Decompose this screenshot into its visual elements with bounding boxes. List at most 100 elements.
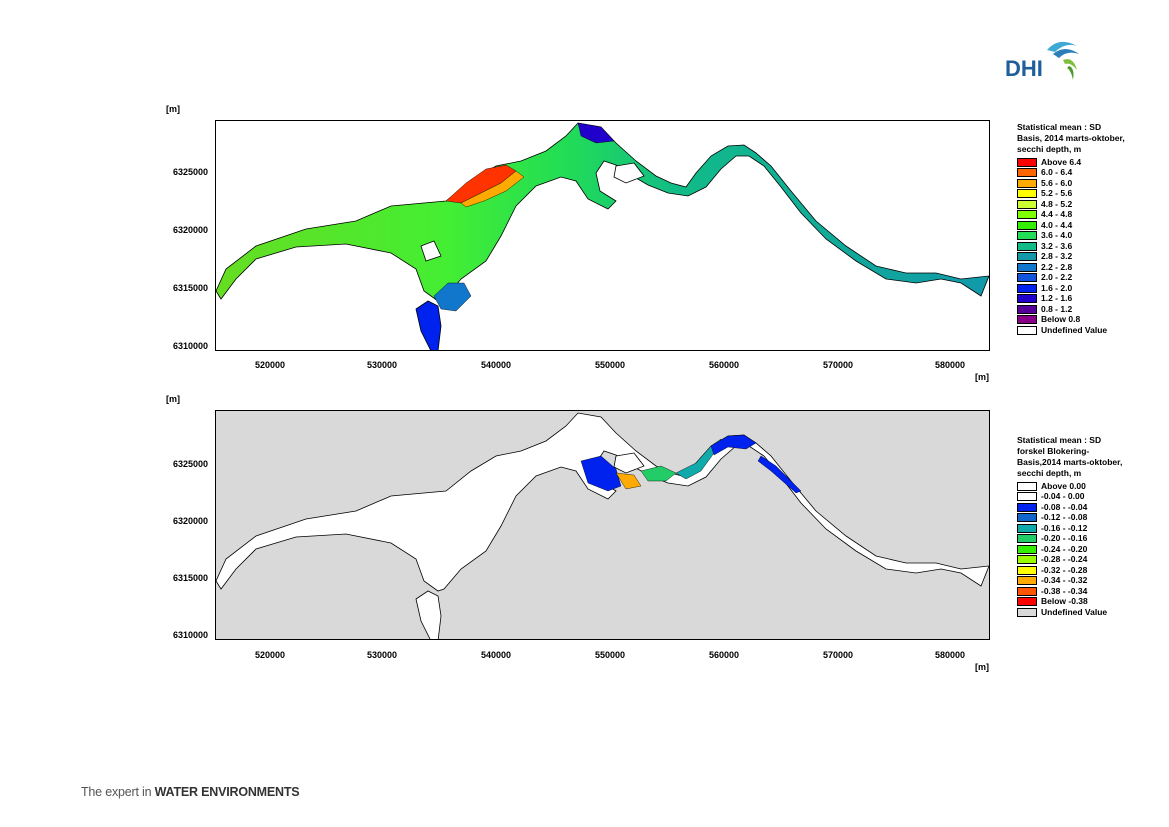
legend-label: 2.0 - 2.2 bbox=[1041, 272, 1073, 283]
y-tick: 6320000 bbox=[172, 225, 208, 235]
legend-swatch bbox=[1017, 178, 1037, 188]
legend-swatch bbox=[1017, 513, 1037, 523]
y-tick: 6310000 bbox=[172, 341, 208, 351]
dhi-logo: DHI bbox=[1003, 38, 1083, 83]
x-tick: 530000 bbox=[366, 360, 398, 370]
legend-entry: 6.0 - 6.4 bbox=[1017, 167, 1127, 179]
legend-label: Below 0.8 bbox=[1041, 314, 1081, 325]
y-tick: 6315000 bbox=[172, 283, 208, 293]
legend-entry: -0.34 - -0.32 bbox=[1017, 575, 1127, 587]
legend-entry: Below -0.38 bbox=[1017, 596, 1127, 608]
legend-entry: 1.2 - 1.6 bbox=[1017, 293, 1127, 305]
legend-entry: Below 0.8 bbox=[1017, 314, 1127, 326]
legend-label: 1.2 - 1.6 bbox=[1041, 293, 1073, 304]
legend-label: -0.28 - -0.24 bbox=[1041, 554, 1088, 565]
legend-swatch bbox=[1017, 544, 1037, 554]
legend-label: Above 6.4 bbox=[1041, 156, 1082, 167]
legend-swatch bbox=[1017, 304, 1037, 314]
y-tick: 6310000 bbox=[172, 630, 208, 640]
legend-label: -0.34 - -0.32 bbox=[1041, 575, 1088, 586]
map-panel-difference[interactable] bbox=[215, 410, 990, 640]
legend-label: Undefined Value bbox=[1041, 606, 1108, 617]
legend-swatch bbox=[1017, 586, 1037, 596]
legend-entry: Above 0.00 bbox=[1017, 481, 1127, 492]
legend-swatch bbox=[1017, 168, 1037, 178]
legend-label: -0.12 - -0.08 bbox=[1041, 512, 1088, 523]
x-tick: 560000 bbox=[708, 360, 740, 370]
legend-swatch bbox=[1017, 481, 1037, 491]
legend-label: 2.2 - 2.8 bbox=[1041, 261, 1073, 272]
x-tick: 520000 bbox=[254, 650, 286, 660]
legend-label: -0.20 - -0.16 bbox=[1041, 533, 1088, 544]
legend-label: -0.38 - -0.34 bbox=[1041, 585, 1088, 596]
tagline-prefix: The expert in bbox=[81, 785, 155, 799]
legend-entry: -0.04 - 0.00 bbox=[1017, 491, 1127, 503]
legend-swatch bbox=[1017, 199, 1037, 209]
x-tick: 520000 bbox=[254, 360, 286, 370]
legend-swatch bbox=[1017, 502, 1037, 512]
y-tick: 6315000 bbox=[172, 573, 208, 583]
x-tick: 560000 bbox=[708, 650, 740, 660]
legend-label: 0.8 - 1.2 bbox=[1041, 303, 1073, 314]
legend-swatch bbox=[1017, 241, 1037, 251]
legend-entry: -0.16 - -0.12 bbox=[1017, 523, 1127, 534]
map-panel-basis[interactable] bbox=[215, 120, 990, 351]
legend-label: Below -0.38 bbox=[1041, 596, 1088, 607]
legend-swatch bbox=[1017, 555, 1037, 565]
legend-swatch bbox=[1017, 262, 1037, 272]
legend-entry: -0.28 - -0.24 bbox=[1017, 554, 1127, 566]
legend-swatch bbox=[1017, 492, 1037, 502]
legend-entry: Above 6.4 bbox=[1017, 157, 1127, 168]
legend-label: 2.8 - 3.2 bbox=[1041, 251, 1073, 262]
legend-label: Undefined Value bbox=[1041, 324, 1108, 335]
legend-entry: -0.24 - -0.20 bbox=[1017, 544, 1127, 555]
legend-swatch bbox=[1017, 523, 1037, 533]
x-tick: 580000 bbox=[934, 650, 966, 660]
x-tick: 570000 bbox=[822, 650, 854, 660]
x-unit-label: [m] bbox=[975, 372, 989, 382]
legend-entry: 4.0 - 4.4 bbox=[1017, 220, 1127, 231]
legend-label: 4.0 - 4.4 bbox=[1041, 219, 1073, 230]
legend-entry: 4.4 - 4.8 bbox=[1017, 209, 1127, 221]
tagline: The expert in WATER ENVIRONMENTS bbox=[81, 785, 300, 799]
legend-swatch bbox=[1017, 210, 1037, 220]
legend-entry: 5.6 - 6.0 bbox=[1017, 178, 1127, 189]
x-tick: 550000 bbox=[594, 360, 626, 370]
x-tick: 550000 bbox=[594, 650, 626, 660]
legend-entry: 1.6 - 2.0 bbox=[1017, 283, 1127, 294]
legend-entry: 2.2 - 2.8 bbox=[1017, 262, 1127, 273]
legend-entry: Undefined Value bbox=[1017, 325, 1127, 336]
legend-entry: -0.08 - -0.04 bbox=[1017, 502, 1127, 513]
legend-swatch bbox=[1017, 315, 1037, 325]
legend-title: Statistical mean : SD Basis, 2014 marts-… bbox=[1017, 122, 1125, 154]
legend-swatch bbox=[1017, 157, 1037, 167]
legend-swatch bbox=[1017, 576, 1037, 586]
svg-text:DHI: DHI bbox=[1005, 56, 1043, 81]
legend-entry: 2.8 - 3.2 bbox=[1017, 251, 1127, 263]
legend-entry: 2.0 - 2.2 bbox=[1017, 272, 1127, 284]
legend-swatch bbox=[1017, 565, 1037, 575]
legend-entry: 5.2 - 5.6 bbox=[1017, 188, 1127, 200]
y-unit-label: [m] bbox=[166, 104, 180, 114]
legend-label: 5.6 - 6.0 bbox=[1041, 177, 1073, 188]
legend-label: 4.4 - 4.8 bbox=[1041, 209, 1073, 220]
legend-title: Statistical mean : SD forskel Blokering-… bbox=[1017, 435, 1123, 478]
legend-difference: Statistical mean : SD forskel Blokering-… bbox=[1017, 435, 1127, 618]
legend-swatch bbox=[1017, 231, 1037, 241]
legend-entry: -0.38 - -0.34 bbox=[1017, 586, 1127, 597]
legend-items: Above 6.4 6.0 - 6.4 5.6 - 6.0 5.2 - 5.6 4.8 … bbox=[1017, 157, 1127, 336]
legend-entry: 3.6 - 4.0 bbox=[1017, 230, 1127, 242]
legend-label: Above 0.00 bbox=[1041, 480, 1086, 491]
y-tick: 6325000 bbox=[172, 459, 208, 469]
y-tick: 6320000 bbox=[172, 516, 208, 526]
legend-items: Above 0.00 -0.04 - 0.00 -0.08 - -0.04 -0.12… bbox=[1017, 481, 1127, 618]
legend-swatch bbox=[1017, 534, 1037, 544]
legend-label: 1.6 - 2.0 bbox=[1041, 282, 1073, 293]
legend-label: 6.0 - 6.4 bbox=[1041, 167, 1073, 178]
legend-entry: 4.8 - 5.2 bbox=[1017, 199, 1127, 210]
y-tick: 6325000 bbox=[172, 167, 208, 177]
legend-label: 4.8 - 5.2 bbox=[1041, 198, 1073, 209]
legend-basis: Statistical mean : SD Basis, 2014 marts-… bbox=[1017, 122, 1127, 336]
legend-label: 3.2 - 3.6 bbox=[1041, 240, 1073, 251]
legend-entry: -0.32 - -0.28 bbox=[1017, 565, 1127, 576]
